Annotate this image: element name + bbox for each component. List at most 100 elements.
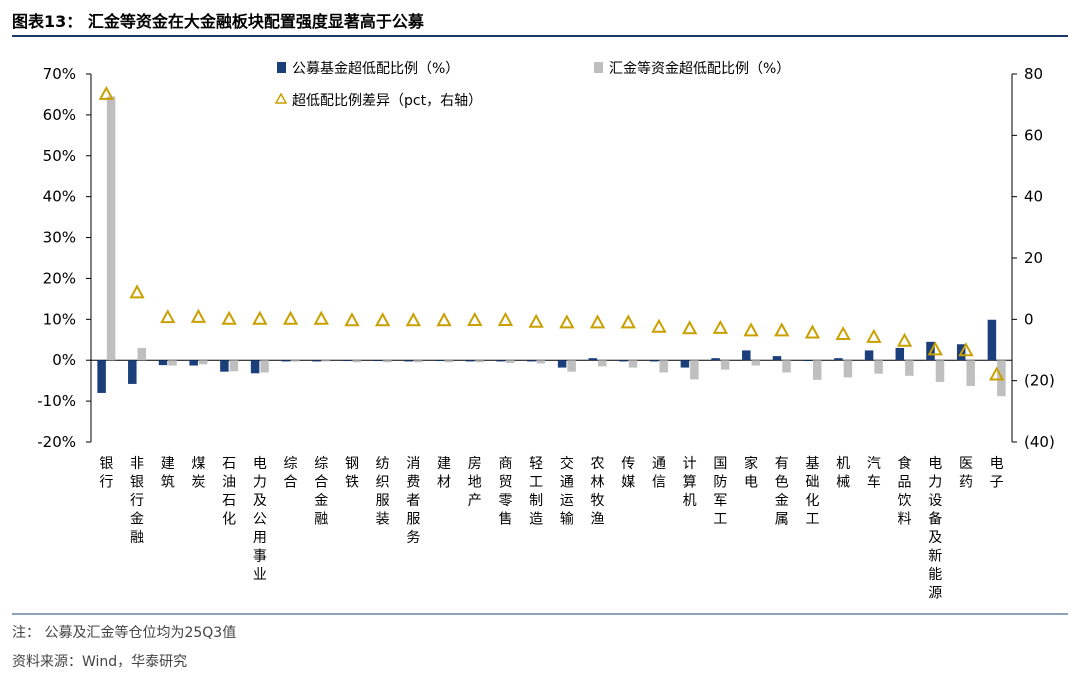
diff-marker bbox=[804, 324, 821, 339]
left-tick-label: 30% bbox=[43, 229, 76, 247]
category-label: 农林牧渔 bbox=[591, 456, 605, 528]
fund-bar bbox=[281, 360, 291, 362]
category-label: 电力设备及新能源 bbox=[928, 456, 942, 602]
diff-marker bbox=[896, 332, 913, 347]
diff-marker bbox=[98, 85, 115, 100]
diff-marker bbox=[958, 342, 974, 357]
fund-bar bbox=[435, 360, 444, 362]
fund-bar bbox=[97, 360, 106, 393]
fund-bar bbox=[128, 360, 137, 384]
huijin-bar bbox=[137, 347, 147, 361]
category-label: 家电 bbox=[744, 455, 758, 491]
diff-marker bbox=[528, 313, 544, 328]
category-label: 钢铁 bbox=[345, 456, 359, 491]
diff-marker bbox=[467, 311, 483, 326]
right-tick-label: (20) bbox=[1024, 372, 1055, 390]
huijin-bar bbox=[874, 360, 883, 374]
legend-huijin-swatch bbox=[594, 62, 603, 73]
category-label: 机械 bbox=[836, 456, 850, 491]
category-label: 有色金属 bbox=[775, 456, 789, 528]
diff-marker bbox=[774, 322, 790, 337]
huijin-bar bbox=[413, 360, 423, 363]
huijin-bar bbox=[751, 360, 761, 366]
legend-diff-label: 超低配比例差异（pct，右轴） bbox=[292, 93, 482, 109]
fund-bar bbox=[527, 360, 536, 362]
chart: -20% -10% 0% 10% 20% 30% 40% 50% 60% 70% (40) (20) 0… bbox=[37, 60, 1055, 602]
category-label: 轻工制造 bbox=[529, 456, 543, 528]
fund-bar bbox=[465, 360, 475, 362]
fund-bar bbox=[895, 347, 905, 361]
huijin-bar bbox=[352, 360, 361, 363]
diff-marker bbox=[835, 325, 851, 341]
fund-bar bbox=[496, 360, 505, 362]
category-label: 房地产 bbox=[468, 456, 482, 509]
fund-bar bbox=[588, 358, 598, 361]
category-label: 非银行金融 bbox=[130, 456, 144, 546]
right-tick-label: 80 bbox=[1024, 65, 1043, 83]
left-tick-label: 50% bbox=[43, 147, 76, 165]
huijin-bar bbox=[843, 360, 853, 378]
huijin-bar bbox=[567, 360, 576, 372]
huijin-bar bbox=[198, 360, 208, 365]
diff-marker bbox=[589, 314, 606, 329]
huijin-bar bbox=[812, 360, 822, 380]
category-label: 消费者服务 bbox=[406, 456, 420, 546]
left-tick-label: -20% bbox=[37, 433, 76, 451]
huijin-bar bbox=[229, 360, 239, 372]
footer-rule bbox=[12, 613, 1068, 615]
left-tick-label: 60% bbox=[43, 106, 76, 124]
right-tick-label: 60 bbox=[1024, 126, 1043, 144]
category-label: 综合金融 bbox=[314, 456, 328, 528]
legend-fund-swatch bbox=[277, 62, 286, 73]
diff-marker bbox=[252, 310, 268, 325]
fund-bar bbox=[220, 360, 229, 372]
legend-huijin-label: 汇金等资金超低配比例（%） bbox=[609, 60, 790, 77]
category-label: 综合 bbox=[284, 456, 298, 491]
right-tick-label: 40 bbox=[1024, 188, 1043, 206]
huijin-bar bbox=[782, 360, 791, 373]
huijin-bar bbox=[628, 360, 638, 368]
figure-title: 图表13： 汇金等资金在大金融板块配置强度显著高于公募 bbox=[12, 12, 424, 31]
huijin-bar bbox=[966, 360, 975, 386]
fund-bar bbox=[680, 360, 690, 368]
fund-bar bbox=[987, 319, 997, 361]
diff-marker bbox=[988, 366, 1005, 381]
category-label: 国防军工 bbox=[713, 456, 727, 528]
category-label: 商贸零售 bbox=[498, 456, 512, 528]
huijin-bar bbox=[536, 360, 546, 364]
category-label: 建筑 bbox=[161, 456, 175, 491]
huijin-bar bbox=[505, 360, 515, 364]
huijin-bar bbox=[383, 360, 392, 363]
diff-marker bbox=[313, 310, 329, 325]
category-label: 银行 bbox=[99, 456, 113, 491]
huijin-bar bbox=[106, 96, 116, 361]
diff-marker bbox=[221, 310, 237, 325]
category-label: 食品饮料 bbox=[898, 455, 912, 528]
diff-marker bbox=[344, 312, 360, 327]
category-label: 煤炭 bbox=[191, 456, 205, 491]
footnote: 注： 公募及汇金等仓位均为25Q3值 bbox=[12, 625, 237, 641]
right-tick-label: 0 bbox=[1024, 310, 1034, 328]
right-tick-label: (40) bbox=[1024, 433, 1055, 451]
fund-bar bbox=[742, 350, 751, 361]
left-tick-label: 0% bbox=[52, 351, 76, 369]
category-label: 纺织服装 bbox=[376, 456, 390, 528]
fund-bar bbox=[649, 360, 659, 362]
huijin-bar bbox=[598, 360, 607, 367]
fund-bar bbox=[711, 358, 720, 361]
right-tick-label: 20 bbox=[1024, 249, 1043, 267]
category-label: 电力及公用事业 bbox=[253, 456, 267, 583]
fund-bar bbox=[772, 356, 782, 361]
fund-bar bbox=[250, 360, 260, 374]
diff-marker bbox=[129, 284, 145, 299]
fund-bar bbox=[803, 360, 812, 362]
category-label: 基础化工 bbox=[805, 455, 819, 528]
huijin-bar bbox=[444, 360, 454, 363]
huijin-bar bbox=[475, 360, 484, 363]
category-label: 汽车 bbox=[867, 456, 881, 491]
source-note: 资料来源：Wind，华泰研究 bbox=[12, 654, 188, 670]
fund-bar bbox=[619, 360, 628, 362]
left-tick-label: 70% bbox=[43, 65, 76, 83]
left-tick-label: 20% bbox=[43, 269, 76, 287]
fund-bar bbox=[373, 360, 383, 362]
